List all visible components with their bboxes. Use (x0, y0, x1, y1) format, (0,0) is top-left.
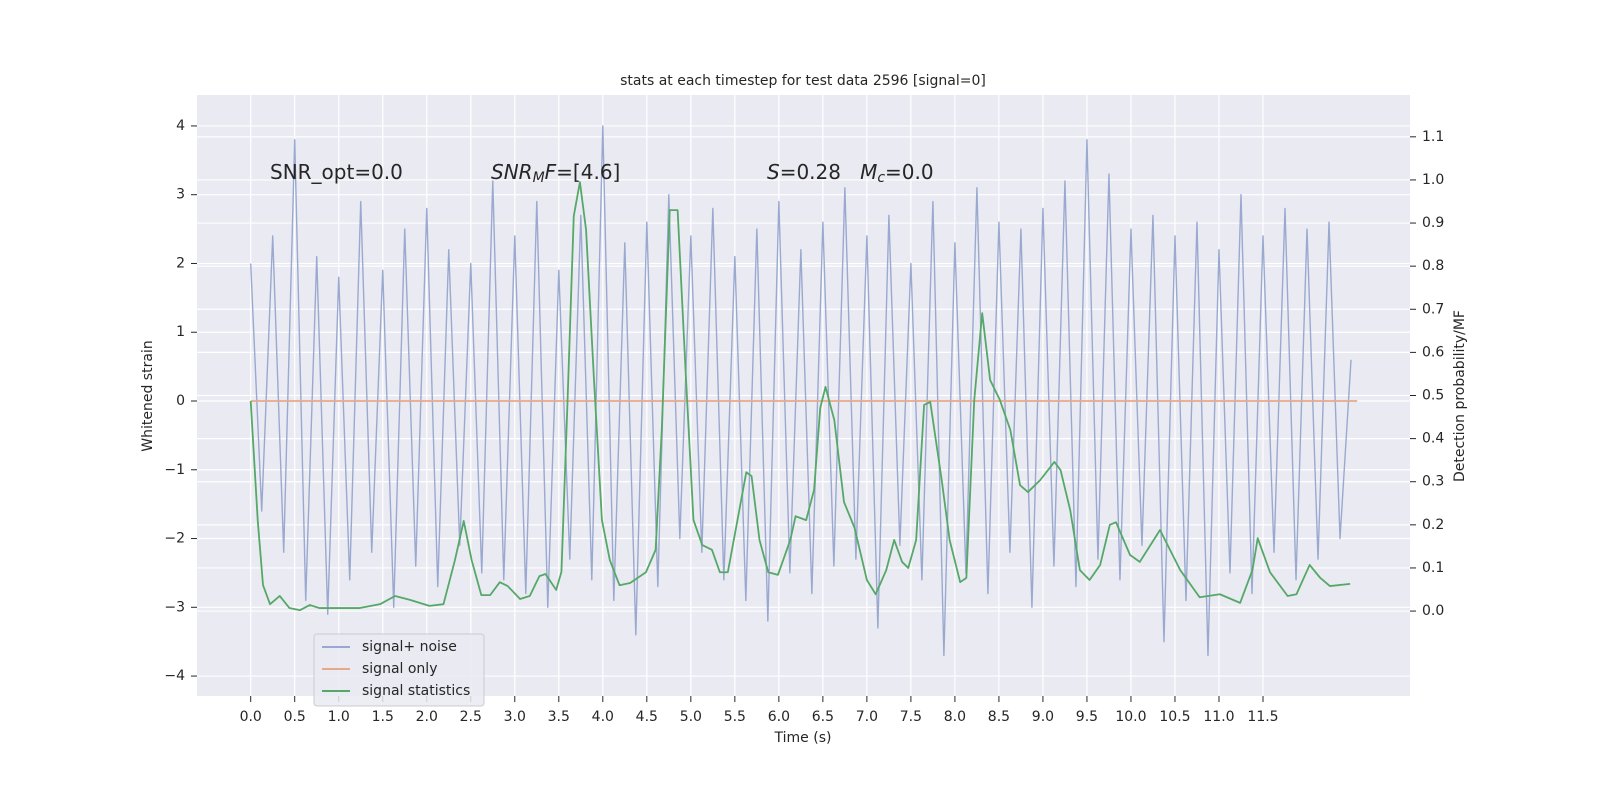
y2-tick-label: 0.0 (1422, 603, 1444, 619)
annotation-part: =0.28 (780, 160, 860, 184)
x-tick-label: 0.5 (284, 709, 306, 725)
y2-tick-label: 1.1 (1422, 129, 1444, 145)
y2-tick-label: 0.8 (1422, 258, 1444, 274)
y-tick-label: −2 (164, 531, 185, 547)
x-tick-label: 3.0 (504, 709, 526, 725)
grid (197, 95, 1410, 696)
y2-axis-label: Detection probability/MF (1452, 310, 1468, 482)
x-tick-label: 9.5 (1076, 709, 1098, 725)
x-tick-label: 6.5 (812, 709, 834, 725)
annotation-part: M (860, 160, 877, 184)
annotation-part: SNR_opt=0.0 (270, 160, 403, 184)
x-tick-label: 11.5 (1247, 709, 1278, 725)
marks (249, 125, 1358, 657)
y-tick-label: 0 (176, 393, 185, 409)
y-tick-label: 2 (176, 255, 185, 271)
x-tick-label: 4.5 (636, 709, 658, 725)
x-tick-label: 2.0 (416, 709, 438, 725)
x-tick-label: 9.0 (1032, 709, 1054, 725)
legend-label: signal only (362, 661, 437, 677)
x-tick-label: 3.5 (548, 709, 570, 725)
annotation-part: S (767, 160, 780, 184)
x-tick-label: 10.5 (1159, 709, 1190, 725)
y2-tick-label: 0.7 (1422, 301, 1444, 317)
legend-label: signal statistics (362, 683, 470, 699)
x-tick-label: 10.0 (1115, 709, 1146, 725)
annotation-part: c (877, 170, 885, 186)
x-axis-label: Time (s) (774, 730, 832, 746)
annotation-part: SNR (491, 160, 533, 184)
x-tick-label: 7.5 (900, 709, 922, 725)
annotation-part: =[4.6] (556, 160, 620, 184)
y-tick-label: 1 (176, 324, 185, 340)
y-tick-label: 3 (176, 187, 185, 203)
y-axis-label: Whitened strain (140, 340, 156, 451)
y2-tick-label: 0.3 (1422, 474, 1444, 490)
annotation-part: =0.0 (885, 160, 934, 184)
x-tick-label: 7.0 (856, 709, 878, 725)
chart-title: stats at each timestep for test data 259… (620, 73, 986, 89)
y2-tick-label: 0.6 (1422, 344, 1444, 360)
x-tick-label: 4.0 (592, 709, 614, 725)
y2-tick-label: 0.9 (1422, 215, 1444, 231)
y-tick-label: 4 (176, 118, 185, 134)
y2-tick-label: 1.0 (1422, 172, 1444, 188)
x-tick-label: 5.0 (680, 709, 702, 725)
x-tick-label: 5.5 (724, 709, 746, 725)
x-tick-label: 0.0 (240, 709, 262, 725)
x-tick-label: 1.0 (328, 709, 350, 725)
series-line (250, 125, 1352, 657)
y-tick-label: −3 (164, 599, 185, 615)
x-tick-label: 8.5 (988, 709, 1010, 725)
legend: signal+ noise signal only signal statistic… (313, 633, 485, 707)
x-tick-label: 11.0 (1203, 709, 1234, 725)
y2-tick-label: 0.1 (1422, 560, 1444, 576)
x-tick-label: 6.0 (768, 709, 790, 725)
legend-frame (313, 633, 485, 707)
series-line (249, 181, 1351, 612)
y-tick-label: −1 (164, 462, 185, 478)
annotation: S=0.28 Mc=0.0 (767, 160, 934, 187)
y2-tick-label: 0.4 (1422, 431, 1444, 447)
x-tick-label: 1.5 (372, 709, 394, 725)
y2-tick-label: 0.5 (1422, 388, 1444, 404)
axes: 0.0 0.5 1.0 1.5 2.0 2.5 3.0 3.5 4.0 4.5 5.0 5.5 6.0 6… (164, 118, 1444, 725)
x-tick-label: 2.5 (460, 709, 482, 725)
x-tick-label: 8.0 (944, 709, 966, 725)
y-tick-label: −4 (164, 668, 185, 684)
annotation: SNR_opt=0.0 (270, 160, 403, 184)
legend-label: signal+ noise (362, 639, 457, 655)
annotation-part: F (545, 160, 557, 184)
y2-tick-label: 0.2 (1422, 517, 1444, 533)
annotation: SNRMF=[4.6] (491, 160, 620, 187)
annotation-part: M (533, 170, 545, 186)
